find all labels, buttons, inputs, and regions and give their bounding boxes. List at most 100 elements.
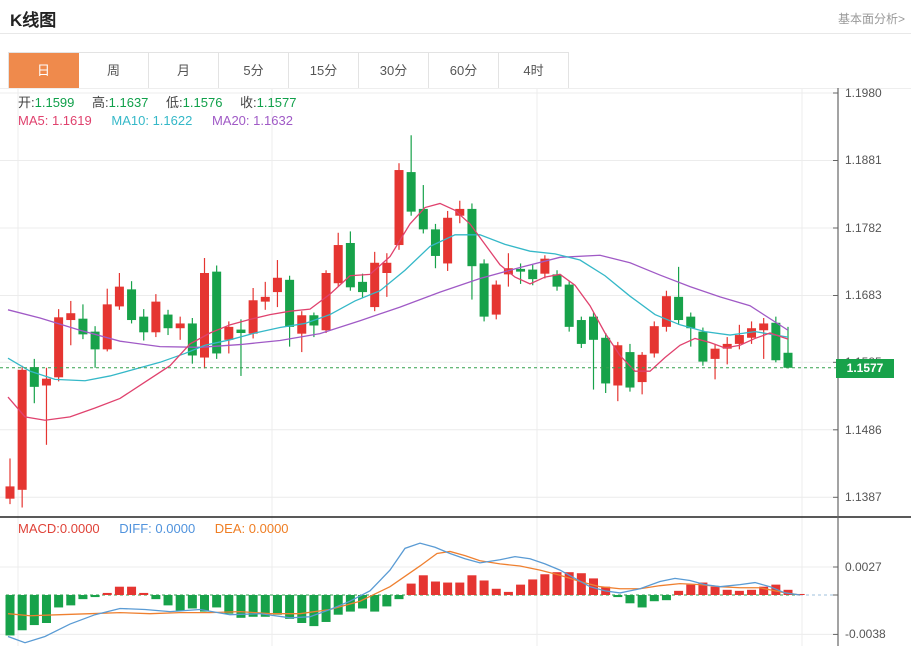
tab-month[interactable]: 月	[149, 53, 219, 89]
macd-bar-up	[127, 586, 137, 595]
candle-down	[686, 316, 696, 329]
candle-up	[114, 286, 124, 307]
tab-5min[interactable]: 5分	[219, 53, 289, 89]
macd-bar-down	[394, 595, 404, 600]
candle-up	[200, 272, 209, 358]
candle-up	[17, 369, 27, 490]
candle-down	[285, 279, 295, 327]
candle-up	[747, 328, 757, 338]
candle-down	[406, 172, 416, 212]
macd-bar-up	[430, 581, 440, 595]
page-title: K线图	[10, 11, 57, 30]
candle-down	[674, 296, 684, 321]
candle-up	[637, 354, 647, 383]
candle-up	[394, 170, 404, 246]
ma20-readout: MA20: 1.1632	[211, 113, 293, 128]
candle-down	[212, 271, 222, 354]
macd-bar-down	[236, 595, 246, 618]
macd-bar-up	[455, 582, 465, 595]
candle-up	[102, 304, 112, 350]
macd-readout: MACD:0.0000 DIFF: 0.0000 DEA: 0.0000	[18, 521, 289, 536]
macd-bar-down	[200, 595, 209, 612]
tab-week[interactable]: 周	[79, 53, 149, 89]
macd-bar-down	[637, 595, 647, 608]
title-divider	[0, 33, 911, 34]
macd-bar-down	[613, 595, 623, 598]
candle-down	[236, 329, 246, 333]
macd-bar-down	[382, 595, 392, 607]
tab-15min[interactable]: 15分	[289, 53, 359, 89]
macd-bar-down	[358, 595, 368, 609]
candle-up	[540, 258, 550, 274]
macd-bar-up	[698, 582, 708, 595]
macd-bar-down	[285, 595, 295, 619]
candle-up	[759, 323, 769, 331]
open-value: 1.1599	[34, 95, 75, 110]
candle-up	[455, 208, 465, 216]
period-tab-bar: 日周月 5分 15分 30分 60分 4时	[8, 52, 569, 89]
candle-down	[589, 316, 598, 340]
macd-value: MACD:0.0000	[18, 521, 100, 536]
tab-4hour[interactable]: 4时	[499, 53, 569, 89]
macd-bar-up	[443, 582, 453, 595]
macd-bar-down	[248, 595, 258, 617]
candle-up	[41, 378, 51, 386]
dea-value: DEA: 0.0000	[214, 521, 289, 536]
high-label: 高:	[92, 95, 109, 110]
y-axis-label: 1.1486	[845, 422, 882, 437]
open-label: 开:	[18, 95, 35, 110]
macd-bar-up	[722, 589, 732, 595]
macd-bar-up	[540, 574, 550, 595]
macd-bar-up	[516, 584, 526, 595]
candle-down	[601, 337, 611, 384]
macd-bar-down	[661, 595, 671, 601]
candle-down	[528, 269, 538, 280]
macd-bar-down	[370, 595, 380, 612]
candle-up	[734, 335, 744, 344]
candle-down	[698, 331, 708, 362]
macd-bar-up	[734, 590, 744, 595]
ma20-line	[7, 254, 789, 348]
candle-down	[625, 352, 635, 388]
candle-up	[613, 345, 623, 386]
macd-bar-up	[139, 592, 149, 595]
ma-readout: MA5: 1.1619 MA10: 1.1622 MA20: 1.1632	[18, 113, 293, 128]
candle-up	[443, 217, 453, 264]
candle-down	[29, 367, 39, 387]
low-value: 1.1576	[182, 95, 223, 110]
macd-bar-up	[795, 593, 805, 595]
candle-up	[66, 313, 76, 321]
candle-down	[90, 331, 100, 350]
macd-bar-up	[406, 583, 416, 595]
close-value: 1.1577	[256, 95, 297, 110]
macd-bar-down	[321, 595, 331, 622]
macd-bar-up	[759, 586, 769, 595]
tab-60min[interactable]: 60分	[429, 53, 499, 89]
y-axis-label: 1.1387	[845, 490, 882, 505]
macd-bar-up	[710, 586, 720, 595]
macd-bar-down	[297, 595, 307, 623]
candle-down	[187, 323, 197, 356]
candle-up	[260, 296, 270, 302]
macd-bar-down	[29, 595, 39, 626]
last-price-badge: 1.1577	[836, 358, 894, 378]
candle-down	[516, 268, 526, 272]
tab-day[interactable]: 日	[9, 53, 79, 89]
candle-down	[430, 229, 440, 256]
macd-bar-up	[479, 580, 489, 595]
macd-bar-down	[309, 595, 319, 627]
tab-30min[interactable]: 30分	[359, 53, 429, 89]
candle-up	[382, 262, 392, 273]
y-axis-label: 1.1980	[845, 86, 882, 100]
y-axis-label: 1.1782	[845, 220, 882, 235]
low-label: 低:	[166, 95, 183, 110]
candle-down	[467, 208, 477, 267]
fundamental-analysis-link[interactable]: 基本面分析>	[837, 12, 905, 26]
candle-up	[649, 326, 659, 354]
candle-up	[661, 296, 671, 327]
candle-up	[248, 300, 258, 334]
macd-bar-down	[54, 595, 64, 608]
candle-down	[576, 320, 586, 344]
macd-bar-down	[175, 595, 185, 611]
